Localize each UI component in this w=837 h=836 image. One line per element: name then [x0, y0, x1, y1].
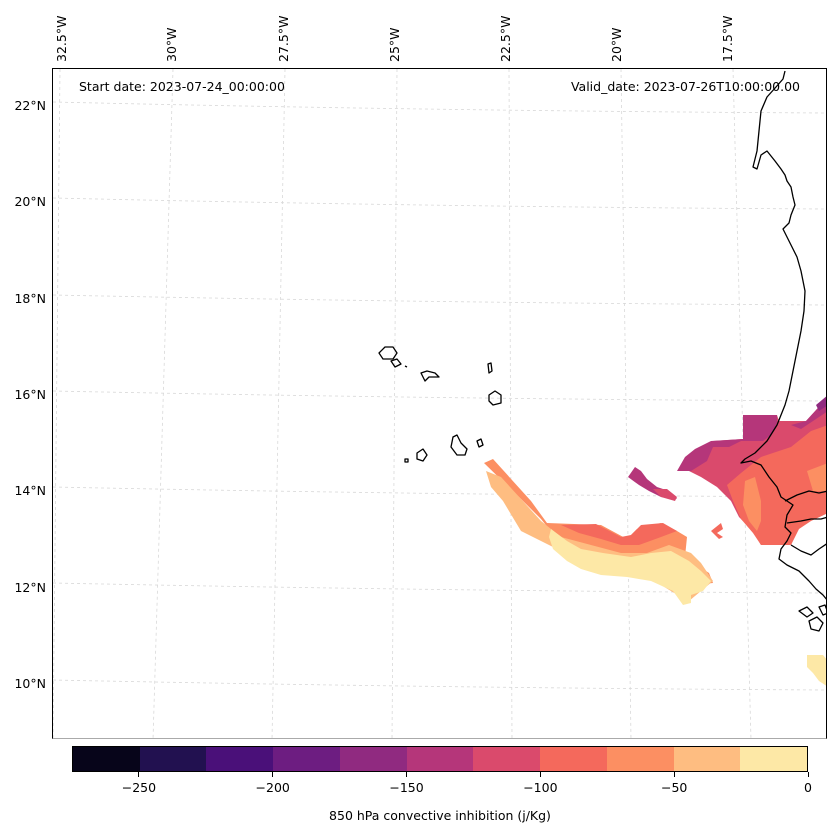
lon-label-32-5w: 32.5°W	[54, 15, 69, 62]
colorbar-segment	[73, 747, 140, 771]
gridline-lon-25w	[391, 69, 398, 738]
island-fogo	[416, 448, 428, 462]
colorbar-segment	[540, 747, 607, 771]
map-panel[interactable]: Start date: 2023-07-24_00:00:00 Valid_da…	[52, 68, 827, 739]
lat-label-12n: 12°N	[14, 580, 46, 595]
start-date-label: Start date: 2023-07-24_00:00:00	[79, 79, 285, 94]
gridline-lat-10n	[53, 679, 826, 691]
colorbar-tick	[138, 772, 140, 777]
cin-contour-minus150-ne	[791, 399, 826, 429]
island-santiago	[450, 434, 468, 456]
cin-blob-south-coast	[807, 655, 826, 686]
gridline-lat-14n	[53, 486, 826, 498]
gridline-lon-17-5w	[732, 69, 752, 738]
cin-contour-minus25	[549, 529, 711, 605]
lon-label-20w: 20°W	[609, 27, 624, 62]
lon-label-25w: 25°W	[387, 27, 402, 62]
island-bijagos-1	[798, 606, 814, 618]
colorbar-tick	[539, 772, 541, 777]
cin-blob-west-minus125	[653, 489, 677, 501]
colorbar-segment	[273, 747, 340, 771]
coastline-west-africa	[740, 70, 826, 600]
colorbar-segment	[339, 747, 407, 771]
colorbar-title: 850 hPa convective inhibition (j/Kg)	[329, 808, 551, 823]
cin-contour-minus100	[561, 523, 677, 545]
coastline-casamance	[786, 516, 826, 524]
lat-label-18n: 18°N	[14, 291, 46, 306]
colorbar-segment	[740, 747, 808, 771]
cin-contour-minus75-east	[807, 463, 826, 491]
lat-label-20n: 20°N	[14, 194, 46, 209]
gridline-lon-27-5w	[271, 69, 286, 738]
colorbar-tick	[406, 772, 408, 777]
lon-label-22-5w: 22.5°W	[498, 15, 513, 62]
colorbar-tick-label: −100	[523, 780, 558, 795]
coastline-guinea-bissau	[790, 543, 826, 556]
island-brava	[404, 458, 409, 463]
lat-label-16n: 16°N	[14, 387, 46, 402]
island-bijagos-2	[808, 616, 824, 632]
colorbar-segment	[139, 747, 207, 771]
colorbar-tick-label: −150	[389, 780, 424, 795]
colorbar-segment	[473, 747, 541, 771]
coastline-gambia	[784, 490, 826, 502]
island-sao-vicente	[390, 358, 402, 368]
lat-label-14n: 14°N	[14, 483, 46, 498]
coastlines	[378, 70, 826, 632]
colorbar-tick	[807, 772, 809, 777]
gridline-lat-18n	[53, 294, 826, 306]
colorbar-tick	[673, 772, 675, 777]
island-maio	[476, 438, 484, 448]
lon-label-27-5w: 27.5°W	[276, 15, 291, 62]
gridline-lat-12n	[53, 582, 826, 594]
cin-blob-small	[711, 523, 723, 539]
cin-contour-minus75	[743, 477, 761, 531]
cin-contour-minus150	[677, 415, 777, 471]
island-sao-nicolau	[420, 370, 440, 382]
colorbar-tick-label: −50	[660, 780, 688, 795]
island-bijagos-3	[818, 604, 826, 616]
map-canvas	[53, 69, 826, 738]
island-santa-luzia	[404, 365, 408, 368]
colorbar-tick-label: 0	[804, 780, 812, 795]
gridline-lat-22n	[53, 101, 826, 114]
colorbar-tick-label: −250	[121, 780, 157, 795]
colorbar-segment	[606, 747, 674, 771]
island-sal	[487, 362, 493, 374]
lat-label-22n: 22°N	[14, 98, 46, 113]
cin-region-senegal	[628, 396, 826, 686]
valid-date-label: Valid_date: 2023-07-26T10:00:00.00	[570, 79, 800, 94]
cin-contour-minus175	[816, 396, 826, 411]
gridline-lon-32-5w	[53, 69, 61, 738]
colorbar-segment	[206, 747, 274, 771]
colorbar-segment	[406, 747, 474, 771]
cin-band-southwest	[484, 459, 713, 605]
gridline-lon-22-5w	[508, 69, 513, 738]
gridline-lon-30w	[152, 69, 174, 738]
colorbar-tick-label: −200	[255, 780, 290, 795]
lon-label-17-5w: 17.5°W	[720, 15, 735, 62]
gridline-lon-20w	[620, 69, 632, 738]
island-santo-antao	[378, 346, 398, 360]
colorbar	[72, 746, 808, 772]
lon-label-30w: 30°W	[164, 27, 179, 62]
gridline-lat-16n	[53, 390, 826, 402]
colorbar-tick	[272, 772, 274, 777]
gridlines	[53, 69, 826, 738]
lat-label-10n: 10°N	[14, 676, 46, 691]
colorbar-segment	[673, 747, 741, 771]
gridline-lat-20n	[53, 197, 826, 210]
island-boa-vista	[488, 390, 502, 406]
